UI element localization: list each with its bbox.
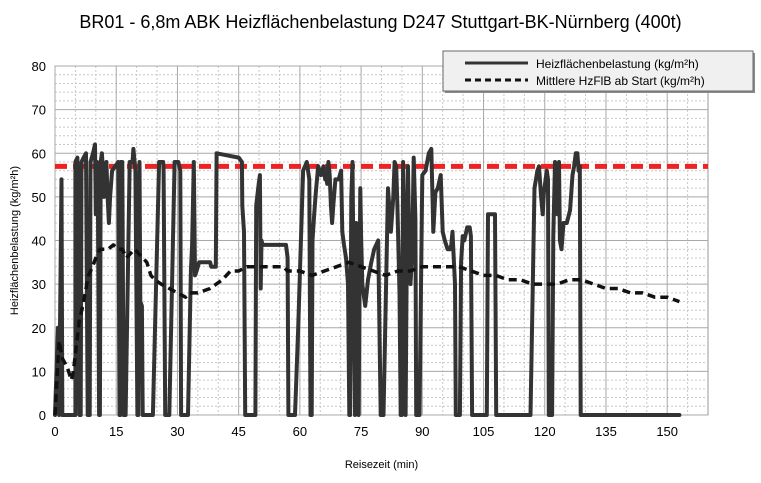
- x-tick-label: 75: [354, 424, 368, 439]
- x-tick-label: 0: [51, 424, 58, 439]
- x-tick-label: 15: [109, 424, 123, 439]
- legend-label-2: Mittlere HzFlB ab Start (kg/m²h): [536, 74, 705, 88]
- x-tick-label: 105: [473, 424, 495, 439]
- x-tick-label: 135: [595, 424, 617, 439]
- x-tick-label: 60: [293, 424, 307, 439]
- y-tick-label: 50: [32, 190, 46, 205]
- y-tick-label: 80: [32, 59, 46, 74]
- x-tick-label: 30: [170, 424, 184, 439]
- x-tick-label: 90: [415, 424, 429, 439]
- y-tick-label: 10: [32, 364, 46, 379]
- x-tick-label: 45: [231, 424, 245, 439]
- legend: Heizflächenbelastung (kg/m²h) Mittlere Hz…: [442, 50, 755, 93]
- series-layer: [53, 142, 708, 417]
- chart-title: BR01 - 6,8m ABK Heizflächenbelastung D24…: [79, 12, 682, 32]
- legend-box: [442, 50, 754, 92]
- y-tick-label: 30: [32, 277, 46, 292]
- y-tick-label: 0: [39, 408, 46, 423]
- y-tick-label: 60: [32, 146, 46, 161]
- series-line-1: [53, 142, 682, 417]
- y-tick-label: 20: [32, 321, 46, 336]
- y-axis-label: Heizflächenbelastung (kg/m²h): [9, 166, 21, 315]
- x-tick-label: 150: [656, 424, 678, 439]
- y-tick-label: 40: [32, 234, 46, 249]
- x-axis-label: Reisezeit (min): [345, 459, 418, 471]
- axis-layer: 0 15 30 45 60 75 90 105 120 135 150 0 10 20 30 40 50 60 70…: [9, 59, 678, 471]
- legend-label-1: Heizflächenbelastung (kg/m²h): [536, 57, 699, 71]
- x-tick-label: 120: [534, 424, 556, 439]
- y-tick-label: 70: [32, 103, 46, 118]
